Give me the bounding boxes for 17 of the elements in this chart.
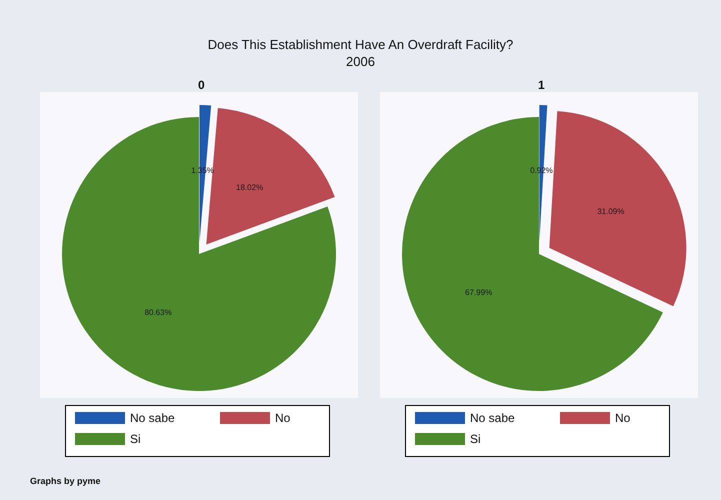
text: Graphs by pyme [30, 476, 101, 486]
legend-label: No sabe [130, 411, 176, 425]
legend-label: No [275, 411, 291, 425]
legend-label: Si [130, 432, 141, 446]
legend-label: No sabe [470, 411, 516, 425]
chart-subtitle: 2006 [345, 54, 376, 69]
chart-title: Does This Establishment Have An Overdraft Facility? [206, 37, 514, 52]
text: 0 [198, 78, 205, 92]
legend-label: No [615, 411, 631, 425]
data-label: 1.35% [191, 166, 214, 176]
data-label: 0.92% [530, 166, 553, 176]
data-label: 31.09% [597, 206, 624, 216]
data-label: 18.02% [236, 183, 264, 192]
text: 1 [538, 78, 545, 92]
data-label: 67.99% [465, 288, 492, 297]
legend-label: Si [470, 432, 481, 446]
data-label: 80.63% [144, 308, 172, 318]
